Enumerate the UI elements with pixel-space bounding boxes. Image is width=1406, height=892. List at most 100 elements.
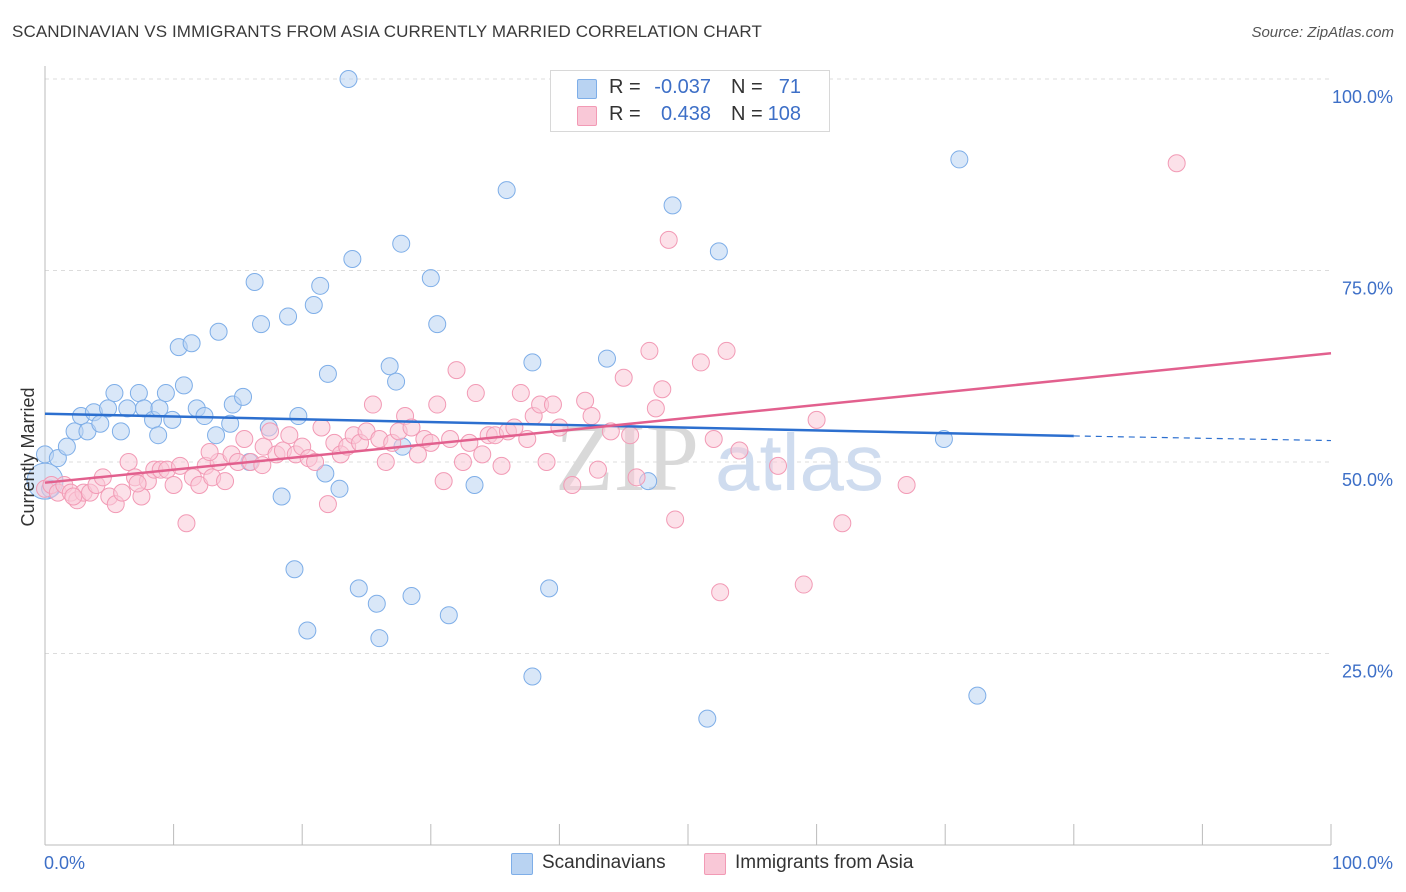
data-point xyxy=(576,391,595,410)
data-point xyxy=(380,357,399,376)
data-point xyxy=(428,395,447,414)
data-point xyxy=(174,376,193,395)
data-point xyxy=(128,474,147,493)
data-point xyxy=(540,579,559,598)
data-point xyxy=(387,372,406,391)
data-point xyxy=(280,426,299,445)
data-point xyxy=(950,150,969,169)
data-point xyxy=(473,445,492,464)
data-point xyxy=(465,475,484,494)
data-point xyxy=(621,426,640,445)
data-point xyxy=(261,422,280,441)
data-point xyxy=(119,453,138,471)
data-point xyxy=(234,387,253,406)
data-point xyxy=(402,587,421,606)
data-point xyxy=(129,384,148,403)
data-point xyxy=(306,453,325,471)
data-point xyxy=(156,384,175,403)
data-point xyxy=(659,230,678,249)
data-point xyxy=(105,384,124,403)
data-point xyxy=(582,407,601,426)
asia-points xyxy=(36,154,1186,602)
y-tick-label: 25.0% xyxy=(1342,662,1393,682)
data-point xyxy=(163,410,182,429)
data-point xyxy=(511,384,530,403)
data-point xyxy=(704,430,723,449)
bottom-legend-swatch-asia xyxy=(704,853,726,875)
data-point xyxy=(164,475,183,494)
legend-n-value: 108 xyxy=(767,103,801,125)
data-point xyxy=(113,483,132,502)
data-point xyxy=(550,418,569,437)
trend-lines xyxy=(44,351,1332,484)
data-point xyxy=(934,430,953,449)
y-axis-title: Currently Married xyxy=(18,387,38,526)
trend-line-scandinavians xyxy=(44,412,1074,438)
data-point xyxy=(182,334,201,353)
bottom-legend-swatch-scandinavians xyxy=(511,853,533,875)
data-point xyxy=(370,629,389,648)
legend-row-asia: R = 0.438 N = 108 xyxy=(551,102,829,128)
legend-r-label: R = xyxy=(609,76,641,98)
legend-row-scandinavians: R = -0.037 N = 71 xyxy=(551,75,829,101)
data-point xyxy=(769,456,788,475)
data-point xyxy=(316,464,335,483)
data-point xyxy=(627,468,646,487)
data-point xyxy=(794,575,813,594)
data-point xyxy=(523,353,542,372)
data-point xyxy=(588,460,607,479)
x-tick-label-min: 0.0% xyxy=(44,853,85,873)
data-point xyxy=(691,353,710,372)
data-point xyxy=(709,242,728,261)
data-point xyxy=(897,475,916,494)
data-point xyxy=(428,315,447,334)
chart-title: SCANDINAVIAN VS IMMIGRANTS FROM ASIA CUR… xyxy=(12,22,762,41)
legend-swatch-asia xyxy=(577,106,597,126)
y-tick-label: 75.0% xyxy=(1342,279,1393,299)
legend-r-value: 0.438 xyxy=(660,103,711,125)
data-point xyxy=(434,472,453,491)
data-point xyxy=(717,341,736,360)
data-point xyxy=(363,395,382,414)
data-point xyxy=(402,418,421,437)
data-point xyxy=(597,349,616,368)
x-tick-label-max: 100.0% xyxy=(1332,853,1393,873)
legend-n-label: N = xyxy=(731,103,763,125)
data-point xyxy=(312,418,331,437)
data-point xyxy=(543,395,562,414)
data-point xyxy=(252,315,271,334)
data-point xyxy=(807,410,826,429)
data-point xyxy=(563,475,582,494)
data-point xyxy=(221,414,240,433)
data-point xyxy=(349,579,368,598)
data-point xyxy=(441,430,460,449)
scandinavians-points xyxy=(26,70,987,728)
data-point xyxy=(318,495,337,514)
bottom-legend-label-asia: Immigrants from Asia xyxy=(735,852,914,873)
bottom-legend-label-scandinavians: Scandinavians xyxy=(542,852,666,873)
data-point xyxy=(343,250,362,269)
data-point xyxy=(730,441,749,460)
data-point xyxy=(235,430,254,449)
data-point xyxy=(523,667,542,686)
y-tick-label: 100.0% xyxy=(1332,87,1393,107)
data-point xyxy=(833,514,852,533)
axis-labels: 100.0% 75.0% 50.0% 25.0% 0.0% 100.0% Currently… xyxy=(18,87,1393,873)
data-point xyxy=(285,560,304,579)
data-point xyxy=(453,453,472,471)
data-point xyxy=(492,456,511,475)
data-point xyxy=(339,70,358,88)
legend: R = -0.037 N = 71 R = 0.438 N = 108 xyxy=(550,70,830,132)
data-point xyxy=(272,487,291,506)
watermark-zip: ZIP xyxy=(555,404,699,511)
data-point xyxy=(698,709,717,728)
legend-r-value: -0.037 xyxy=(654,76,711,98)
legend-n-label: N = xyxy=(731,76,763,98)
data-point xyxy=(279,307,298,326)
data-point xyxy=(711,583,730,602)
data-point xyxy=(57,437,76,456)
data-point xyxy=(298,621,317,640)
data-point xyxy=(653,380,672,399)
data-point xyxy=(200,443,219,462)
